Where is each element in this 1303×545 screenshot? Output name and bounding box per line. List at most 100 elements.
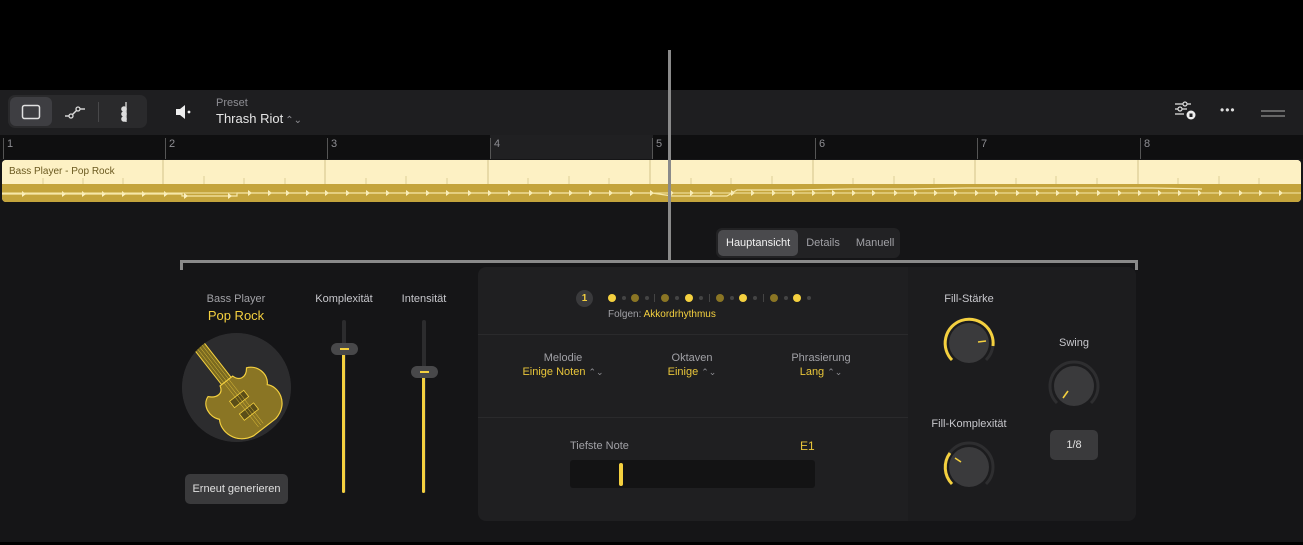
beat-number-badge[interactable]: 1 (576, 290, 593, 307)
beat-dot-dim (770, 294, 778, 302)
beat-dot (622, 296, 626, 300)
region-name: Bass Player - Pop Rock (9, 166, 115, 177)
callout-bracket-left (180, 260, 183, 270)
melody-label: Melodie (543, 352, 583, 364)
drag-handle-icon (1261, 110, 1285, 117)
center-panel: 1 Folgen: Akkordrhythmus (478, 267, 1136, 521)
phrasing-param[interactable]: Phrasierung Lang ⌃⌄ (761, 352, 881, 378)
chevron-up-down-icon: ⌃⌄ (588, 367, 604, 377)
complexity-slider-fill (342, 349, 345, 493)
mixer-settings-button[interactable] (1173, 100, 1197, 127)
speaker-icon (176, 105, 191, 119)
melody-param[interactable]: Melodie Einige Noten ⌃⌄ (503, 352, 623, 378)
knob-icon (943, 441, 995, 487)
beat-dot-active (608, 294, 616, 302)
follow-setting[interactable]: Folgen: Akkordrhythmus (608, 309, 716, 320)
section-divider (478, 334, 908, 335)
view-tabs: Hauptansicht Details Manuell (716, 228, 900, 258)
chevron-up-down-icon: ⌃⌄ (285, 115, 302, 126)
complexity-slider-thumb[interactable] (331, 343, 358, 355)
tab-main-view[interactable]: Hauptansicht (718, 230, 799, 256)
timeline-ruler[interactable]: 1 2 3 4 5 6 7 8 (0, 135, 1303, 159)
beat-dot (807, 296, 811, 300)
bar-number: 8 (1140, 138, 1150, 159)
octaves-label: Oktaven (671, 352, 713, 364)
swing-resolution-button[interactable]: 1/8 (1050, 430, 1098, 460)
beat-separator (654, 294, 655, 302)
beat-dot-active (685, 294, 693, 302)
bass-notes-icon (121, 101, 127, 122)
beat-dot (730, 296, 734, 300)
bar-number: 7 (977, 138, 987, 159)
tracks-view-button[interactable] (10, 97, 52, 126)
bass-guitar-icon (182, 333, 291, 442)
bar-number: 6 (815, 138, 825, 159)
region-grid (42, 160, 1260, 184)
octaves-param[interactable]: Oktaven Einige ⌃⌄ (632, 352, 752, 378)
follow-label: Folgen: (608, 309, 642, 320)
ruler-cycle-area (490, 135, 653, 159)
mixer-settings-icon (1175, 101, 1196, 120)
player-type-label: Bass Player (206, 293, 266, 305)
callout-bracket-right (1135, 260, 1138, 270)
intensity-slider-thumb[interactable] (411, 366, 438, 378)
rectangle-icon (21, 104, 41, 119)
lowest-note-label: Tiefste Note (570, 440, 629, 452)
beat-dot-dim (661, 294, 669, 302)
lowest-note-marker[interactable] (619, 463, 623, 486)
bar-number: 5 (652, 138, 662, 159)
callout-bracket (180, 260, 1138, 263)
automation-curve-icon (65, 105, 85, 119)
fill-strength-knob[interactable] (938, 312, 1000, 379)
preset-selector[interactable]: Thrash Riot ⌃⌄ (216, 111, 302, 126)
bar-number: 1 (3, 138, 13, 159)
beat-dot (675, 296, 679, 300)
automation-view-button[interactable] (54, 97, 96, 126)
intensity-slider-fill (422, 372, 425, 493)
complexity-label: Komplexität (315, 293, 373, 305)
tab-details[interactable]: Details (806, 237, 840, 249)
phrasing-label: Phrasierung (791, 352, 851, 364)
melody-value: Einige Noten (522, 366, 586, 378)
knob-icon (1048, 360, 1100, 406)
bar-number: 2 (165, 138, 175, 159)
swing-knob[interactable] (1043, 355, 1105, 422)
chevron-up-down-icon: ⌃⌄ (827, 367, 843, 377)
beat-dot-active (739, 294, 747, 302)
fill-complexity-knob[interactable] (938, 436, 1000, 503)
beat-dot (753, 296, 757, 300)
bar-number: 4 (490, 138, 500, 159)
region-header: Bass Player - Pop Rock (2, 160, 1301, 184)
tab-manual[interactable]: Manuell (855, 237, 895, 249)
smart-controls-view-button[interactable] (103, 97, 145, 126)
callout-line-vertical (668, 50, 671, 260)
bar-number: 3 (327, 138, 337, 159)
beat-dot-dim (716, 294, 724, 302)
preset-label: Preset (216, 97, 248, 109)
beat-dot (645, 296, 649, 300)
bass-guitar-image (182, 333, 291, 442)
beat-dot-active (793, 294, 801, 302)
octaves-value: Einige (667, 366, 699, 378)
beat-dot (699, 296, 703, 300)
knob-icon (943, 317, 995, 363)
drag-handle[interactable] (1260, 106, 1286, 124)
logic-session-player-window: Preset Thrash Riot ⌃⌄ ••• 1 2 3 4 5 6 7 8 (0, 90, 1303, 542)
follow-value: Akkordrhythmus (643, 309, 716, 320)
lowest-note-value: E1 (800, 439, 815, 453)
view-switcher (8, 95, 147, 128)
more-icon: ••• (1220, 103, 1236, 117)
bass-region[interactable]: Bass Player - Pop Rock (2, 160, 1301, 202)
fill-complexity-label: Fill-Komplexität (931, 418, 1007, 430)
section-divider (478, 417, 908, 418)
player-style-selector[interactable]: Pop Rock (207, 308, 265, 323)
view-separator (98, 101, 99, 122)
lowest-note-strip[interactable] (570, 460, 815, 488)
beat-separator (709, 294, 710, 302)
region-notes (2, 184, 1301, 202)
more-button[interactable]: ••• (1220, 103, 1236, 117)
phrasing-value: Lang (799, 366, 825, 378)
control-bar: Preset Thrash Riot ⌃⌄ ••• (0, 90, 1303, 135)
regenerate-button[interactable]: Erneut generieren (185, 474, 288, 504)
speaker-button[interactable] (173, 101, 195, 123)
